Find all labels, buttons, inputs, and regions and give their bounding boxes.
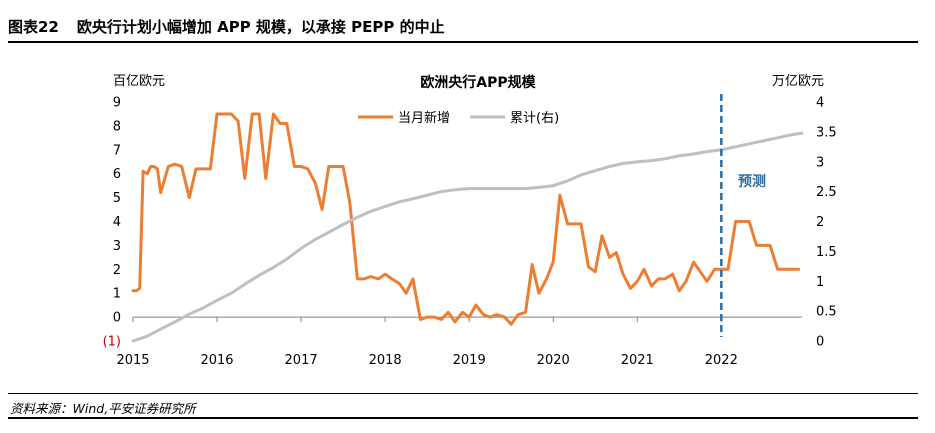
series-line-cumulative xyxy=(131,131,804,343)
source-rule xyxy=(8,393,918,394)
y-tick-label: 8 xyxy=(113,119,121,134)
bottom-rule xyxy=(8,417,918,419)
figure-number: 图表22 xyxy=(8,18,59,36)
title-rule xyxy=(8,41,918,43)
figure-title: 图表22 欧央行计划小幅增加 APP 规模，以承接 PEPP 的中止 xyxy=(8,16,445,37)
y2-tick-label: 1.5 xyxy=(816,245,837,260)
y2-tick-label: 2 xyxy=(816,215,824,230)
y-tick-label: 9 xyxy=(113,96,121,111)
x-tick-label: 2017 xyxy=(285,353,318,368)
y-tick-label: 5 xyxy=(113,191,121,206)
y2-tick-label: 2.5 xyxy=(816,185,837,200)
y-tick-label: 2 xyxy=(113,263,121,278)
legend-label-monthly: 当月新增 xyxy=(398,110,450,126)
x-tick-label: 2019 xyxy=(453,353,486,368)
y2-tick-label: 1 xyxy=(816,275,824,290)
y-tick-label: 4 xyxy=(113,215,121,230)
y-tick-label: 1 xyxy=(113,287,121,302)
y2-tick-label: 0 xyxy=(816,335,824,350)
x-tick-label: 2015 xyxy=(116,353,149,368)
x-tick-label: 2022 xyxy=(705,353,738,368)
x-tick-label: 2020 xyxy=(537,353,570,368)
y-tick-label: 3 xyxy=(113,239,121,254)
y-tick-label: (1) xyxy=(103,335,121,350)
x-tick-label: 2018 xyxy=(369,353,402,368)
y-tick-label: 7 xyxy=(113,143,121,158)
y2-axis-label: 万亿欧元 xyxy=(772,74,824,89)
legend-label-cumulative: 累计(右) xyxy=(510,111,559,126)
chart-title: 欧洲央行APP规模 xyxy=(420,74,536,91)
y2-tick-label: 3.5 xyxy=(816,125,837,140)
y2-tick-label: 4 xyxy=(816,96,824,111)
legend: 当月新增 累计(右) xyxy=(358,110,559,126)
y-axis-label: 百亿欧元 xyxy=(113,74,165,89)
y2-tick-label: 0.5 xyxy=(816,305,837,320)
y-tick-label: 0 xyxy=(113,311,121,326)
y2-tick-label: 3 xyxy=(816,155,824,170)
series-line-monthly xyxy=(131,112,801,326)
figure-caption: 欧央行计划小幅增加 APP 规模，以承接 PEPP 的中止 xyxy=(76,18,445,36)
x-tick-label: 2021 xyxy=(621,353,654,368)
x-tick-label: 2016 xyxy=(200,353,233,368)
forecast-label: 预测 xyxy=(738,173,766,190)
source-note: 资料来源：Wind,平安证券研究所 xyxy=(10,401,196,416)
y-tick-label: 6 xyxy=(113,167,121,182)
